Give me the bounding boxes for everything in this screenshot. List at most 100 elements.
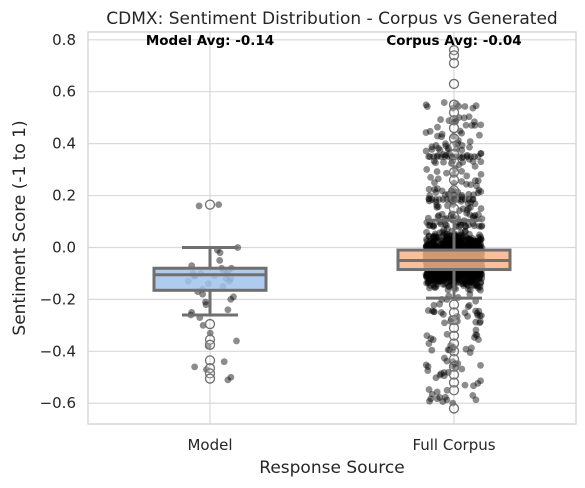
corpus-strip-point bbox=[427, 271, 435, 279]
corpus-strip-point bbox=[455, 161, 463, 169]
corpus-strip-point bbox=[432, 196, 440, 203]
corpus-strip-point bbox=[471, 237, 479, 245]
corpus-strip-point bbox=[475, 284, 482, 292]
flier-point bbox=[448, 185, 460, 196]
corpus-strip-point bbox=[444, 270, 452, 278]
corpus-strip-point bbox=[432, 283, 440, 290]
corpus-strip-point bbox=[456, 241, 464, 249]
corpus-strip-point bbox=[432, 374, 440, 382]
corpus-strip-point bbox=[463, 151, 471, 159]
model-strip-point bbox=[203, 366, 210, 373]
corpus-strip-point bbox=[477, 121, 485, 129]
flier-point bbox=[448, 403, 460, 414]
corpus-strip-point bbox=[465, 269, 473, 277]
x-tick-label: Full Corpus bbox=[412, 436, 495, 454]
corpus-strip-point bbox=[442, 221, 450, 229]
corpus-strip-point bbox=[458, 191, 466, 199]
corpus-strip-point bbox=[437, 220, 445, 228]
corpus-strip-point bbox=[474, 153, 482, 161]
corpus-strip-point bbox=[471, 222, 478, 230]
corpus-strip-point bbox=[427, 282, 434, 290]
y-tick-label: −0.6 bbox=[40, 394, 76, 412]
corpus-strip-point bbox=[423, 166, 431, 173]
corpus-strip-point bbox=[423, 103, 431, 111]
corpus-strip-point bbox=[439, 272, 447, 280]
corpus-strip-point bbox=[462, 121, 470, 129]
corpus-strip-point bbox=[443, 196, 451, 203]
corpus-strip-point bbox=[425, 241, 432, 249]
corpus-strip-point bbox=[478, 274, 486, 282]
corpus-strip-point bbox=[473, 272, 481, 280]
corpus-strip-point bbox=[464, 243, 472, 251]
corpus-strip-point bbox=[443, 271, 451, 279]
corpus-strip-point bbox=[426, 153, 434, 161]
flier-point bbox=[204, 355, 216, 366]
corpus-strip-point bbox=[454, 272, 462, 279]
corpus-strip-point bbox=[434, 271, 442, 278]
corpus-strip-point bbox=[476, 131, 483, 139]
flier-point bbox=[448, 107, 460, 118]
corpus-strip-point bbox=[465, 269, 473, 277]
corpus-strip-point bbox=[430, 242, 438, 250]
corpus-strip-point bbox=[463, 281, 471, 288]
corpus-strip-point bbox=[476, 269, 484, 277]
corpus-strip-point bbox=[442, 274, 450, 281]
corpus-strip-point bbox=[459, 234, 467, 242]
corpus-strip-point bbox=[426, 397, 433, 405]
corpus-strip-point bbox=[465, 236, 473, 244]
y-tick-label: 0.6 bbox=[52, 83, 76, 101]
corpus-strip-point bbox=[463, 206, 471, 214]
corpus-strip-point bbox=[464, 236, 472, 243]
corpus-strip-point bbox=[476, 283, 484, 291]
corpus-strip-point bbox=[458, 240, 465, 248]
corpus-strip-point bbox=[474, 189, 482, 197]
corpus-strip-point bbox=[433, 388, 441, 396]
corpus-strip-point bbox=[431, 271, 438, 279]
corpus-strip-point bbox=[455, 234, 462, 241]
corpus-strip-point bbox=[431, 242, 439, 250]
flier-point bbox=[204, 339, 216, 350]
avg-annotation: Model Avg: -0.14 bbox=[146, 33, 274, 49]
flier-point bbox=[448, 369, 460, 380]
corpus-strip-point bbox=[431, 179, 438, 187]
corpus-strip-point bbox=[475, 307, 483, 315]
y-tick-labels: 0.8 0.6 0.4 0.2 0.0 −0.2 −0.4 −0.6 bbox=[40, 31, 76, 412]
corpus-strip-point bbox=[430, 221, 437, 229]
model-strip-point bbox=[227, 295, 235, 303]
flier-point bbox=[204, 199, 216, 210]
corpus-strip-point bbox=[467, 238, 474, 246]
corpus-strip-point bbox=[430, 301, 438, 309]
corpus-strip-point bbox=[426, 241, 434, 249]
corpus-strip-point bbox=[467, 204, 474, 211]
model-strip-point bbox=[220, 358, 228, 366]
corpus-strip-point bbox=[460, 114, 468, 122]
corpus-strip-point bbox=[477, 312, 485, 320]
corpus-strip-point bbox=[428, 307, 436, 315]
corpus-strip-point bbox=[425, 197, 433, 205]
corpus-strip-point bbox=[459, 240, 467, 248]
corpus-strip-point bbox=[477, 170, 485, 178]
corpus-strip-point bbox=[434, 272, 442, 280]
corpus-strip-point bbox=[459, 158, 467, 166]
corpus-strip-point bbox=[469, 196, 477, 203]
corpus-strip-point bbox=[443, 274, 450, 282]
flier-point bbox=[204, 363, 216, 374]
corpus-strip-point bbox=[443, 275, 450, 283]
corpus-strip-point bbox=[442, 242, 450, 250]
y-tick-label: −0.2 bbox=[40, 290, 76, 308]
corpus-strip-point bbox=[455, 236, 462, 244]
corpus-strip-point bbox=[435, 271, 442, 278]
corpus-strip-point bbox=[445, 282, 453, 290]
corpus-strip-point bbox=[454, 242, 462, 250]
corpus-strip-point bbox=[440, 272, 448, 280]
corpus-strip-point bbox=[477, 270, 485, 278]
corpus-strip-point bbox=[459, 280, 467, 288]
corpus-strip-point bbox=[443, 279, 451, 287]
corpus-strip-point bbox=[440, 99, 448, 106]
flier-point bbox=[448, 148, 460, 160]
corpus-strip-point bbox=[462, 241, 470, 249]
flier-point bbox=[448, 346, 460, 357]
flier-point bbox=[448, 385, 460, 396]
corpus-strip-point bbox=[433, 269, 441, 277]
corpus-strip-point bbox=[469, 392, 477, 399]
